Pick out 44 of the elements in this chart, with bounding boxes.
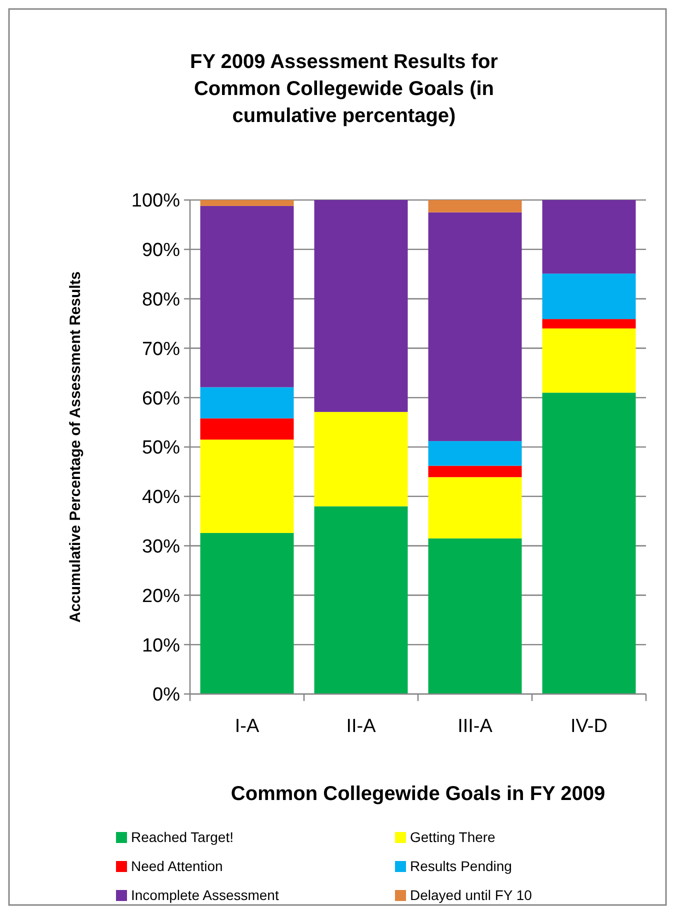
bar xyxy=(200,387,294,418)
y-tick-label: 0% xyxy=(152,684,180,706)
bar xyxy=(200,532,294,694)
chart-title: FY 2009 Assessment Results for Common Collegewide Goals (in cumulative percentage) xyxy=(190,51,498,127)
bar xyxy=(428,441,522,466)
legend-label: Results Pending xyxy=(410,858,512,874)
y-tick-label: 30% xyxy=(142,536,180,558)
bar xyxy=(200,206,294,388)
legend-label: Need Attention xyxy=(131,858,223,874)
bar xyxy=(428,477,522,538)
legend-label: Incomplete Assessment xyxy=(131,886,279,903)
legend-label: Reached Target! xyxy=(131,828,234,845)
y-tick-label: 40% xyxy=(142,487,180,508)
bar xyxy=(428,200,522,212)
x-tick-label: III-A xyxy=(458,716,493,737)
legend-label: Delayed until FY 10 xyxy=(410,886,532,903)
bar xyxy=(542,328,636,393)
bar xyxy=(314,200,408,412)
y-tick-label: 90% xyxy=(142,240,180,262)
y-tick-label: 80% xyxy=(142,289,180,310)
x-axis-title: Common Collegewide Goals in FY 2009 xyxy=(230,783,606,805)
bar xyxy=(200,418,294,440)
legend-label: Getting There xyxy=(410,828,496,845)
bar xyxy=(428,466,522,478)
bar xyxy=(428,212,522,442)
bar xyxy=(542,274,636,320)
bar xyxy=(428,538,522,694)
y-tick-label: 50% xyxy=(142,438,180,459)
x-tick-label: IV-D xyxy=(570,716,608,737)
y-tick-label: 70% xyxy=(142,338,180,360)
bar xyxy=(200,440,294,533)
bar xyxy=(542,200,636,274)
y-tick-label: 100% xyxy=(131,190,180,212)
y-axis-title: Accumulative Percentage of Assessment Results xyxy=(67,271,84,623)
bar xyxy=(542,319,636,328)
x-tick-label: I-A xyxy=(234,716,260,737)
y-tick-label: 60% xyxy=(142,388,180,410)
bar xyxy=(542,392,636,694)
bar xyxy=(314,412,408,506)
bar xyxy=(200,200,294,206)
y-tick-label: 20% xyxy=(142,586,180,607)
bar xyxy=(314,506,408,694)
y-tick-label: 10% xyxy=(142,635,180,656)
x-tick-label: II-A xyxy=(346,716,376,737)
